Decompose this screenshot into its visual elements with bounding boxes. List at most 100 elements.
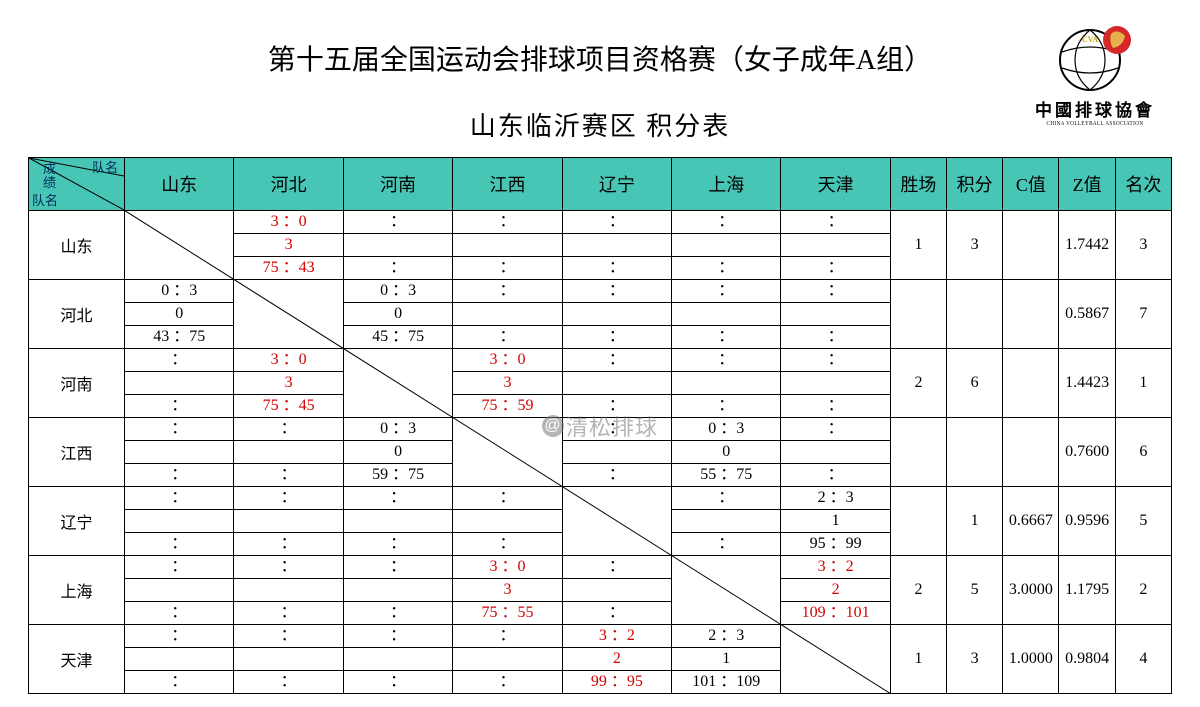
- stat-rank: 7: [1115, 280, 1171, 349]
- score-sets: 0 ：3: [125, 280, 234, 303]
- score-points: [672, 234, 781, 257]
- score-sets: 0 ：3: [672, 418, 781, 441]
- score-points: 2: [562, 648, 671, 671]
- stat-pts: 3: [947, 625, 1003, 694]
- score-points: [343, 510, 452, 533]
- score-points: [125, 510, 234, 533]
- score-points: [672, 510, 781, 533]
- stat-wins: [890, 487, 946, 556]
- score-sets: ：: [453, 280, 562, 303]
- score-smallpoints: ：: [781, 464, 890, 487]
- row-team-name: 河北: [29, 280, 125, 349]
- table-row: 辽宁：：：：：2 ：310.66670.95965: [29, 487, 1172, 510]
- stat-c: 0.6667: [1003, 487, 1059, 556]
- col-team-2: 河南: [343, 158, 452, 211]
- page-subtitle: 山东临沂赛区 积分表: [28, 106, 1172, 143]
- score-smallpoints: ：: [125, 602, 234, 625]
- score-points: [672, 303, 781, 326]
- score-sets: ：: [343, 211, 452, 234]
- row-team-name: 江西: [29, 418, 125, 487]
- score-points: [453, 648, 562, 671]
- score-points: [125, 441, 234, 464]
- stat-rank: 1: [1115, 349, 1171, 418]
- score-smallpoints: ：: [125, 395, 234, 418]
- score-smallpoints: ：: [343, 257, 452, 280]
- table-row: 河北0 ：30 ：3：：：：0.58677: [29, 280, 1172, 303]
- row-team-name: 河南: [29, 349, 125, 418]
- score-smallpoints: 101 ：109: [672, 671, 781, 694]
- stat-rank: 5: [1115, 487, 1171, 556]
- score-smallpoints: 99 ：95: [562, 671, 671, 694]
- stat-c: 1.0000: [1003, 625, 1059, 694]
- stat-z: 0.9804: [1059, 625, 1115, 694]
- stat-wins: [890, 418, 946, 487]
- score-sets: ：: [453, 487, 562, 510]
- score-points: 0: [125, 303, 234, 326]
- table-row: 河南：3 ：03 ：0：：：261.44231: [29, 349, 1172, 372]
- score-smallpoints: ：: [453, 533, 562, 556]
- score-points: [562, 579, 671, 602]
- stat-z: 1.4423: [1059, 349, 1115, 418]
- stat-pts: 5: [947, 556, 1003, 625]
- score-points: [781, 372, 890, 395]
- score-smallpoints: 59 ：75: [343, 464, 452, 487]
- stat-pts: [947, 418, 1003, 487]
- score-sets: ：: [562, 349, 671, 372]
- score-sets: ：: [343, 487, 452, 510]
- stat-c: [1003, 211, 1059, 280]
- score-points: [781, 303, 890, 326]
- score-sets: ：: [672, 211, 781, 234]
- col-rank: 名次: [1115, 158, 1171, 211]
- score-sets: 3 ：0: [453, 556, 562, 579]
- header-row: 队名 成 绩 队名 山东 河北 河南 江西 辽宁 上海 天津 胜场 积分 C值 …: [29, 158, 1172, 211]
- score-smallpoints: ：: [125, 671, 234, 694]
- score-smallpoints: ：: [343, 533, 452, 556]
- score-smallpoints: ：: [234, 602, 343, 625]
- row-team-name: 天津: [29, 625, 125, 694]
- score-smallpoints: ：: [343, 671, 452, 694]
- score-points: [234, 648, 343, 671]
- stat-rank: 4: [1115, 625, 1171, 694]
- self-cell: [781, 625, 890, 694]
- score-sets: ：: [562, 556, 671, 579]
- score-sets: ：: [343, 625, 452, 648]
- score-sets: ：: [125, 556, 234, 579]
- score-sets: ：: [781, 418, 890, 441]
- corner-label-bottom: 队名: [32, 190, 58, 209]
- stat-wins: 2: [890, 349, 946, 418]
- score-points: [562, 372, 671, 395]
- score-smallpoints: ：: [562, 257, 671, 280]
- row-team-name: 辽宁: [29, 487, 125, 556]
- score-sets: 3 ：0: [234, 349, 343, 372]
- corner-label-top: 队名: [92, 157, 118, 176]
- score-smallpoints: ：: [125, 464, 234, 487]
- score-sets: ：: [234, 487, 343, 510]
- score-sets: 3 ：2: [781, 556, 890, 579]
- score-points: 0: [343, 303, 452, 326]
- score-points: [672, 372, 781, 395]
- score-points: [562, 303, 671, 326]
- score-sets: ：: [343, 556, 452, 579]
- score-sets: ：: [453, 211, 562, 234]
- score-smallpoints: ：: [672, 533, 781, 556]
- score-sets: ：: [125, 418, 234, 441]
- score-sets: 2 ：3: [781, 487, 890, 510]
- score-smallpoints: ：: [453, 326, 562, 349]
- score-smallpoints: ：: [234, 671, 343, 694]
- stat-rank: 3: [1115, 211, 1171, 280]
- logo-text-cn: 中國排球協會: [1030, 96, 1160, 121]
- col-points: 积分: [947, 158, 1003, 211]
- stat-z: 0.5867: [1059, 280, 1115, 349]
- score-smallpoints: ：: [672, 257, 781, 280]
- row-team-name: 山东: [29, 211, 125, 280]
- score-smallpoints: ：: [562, 326, 671, 349]
- score-smallpoints: ：: [672, 326, 781, 349]
- score-points: 0: [343, 441, 452, 464]
- table-row: 天津：：：：3 ：22 ：3131.00000.98044: [29, 625, 1172, 648]
- col-team-4: 辽宁: [562, 158, 671, 211]
- score-smallpoints: ：: [125, 533, 234, 556]
- score-sets: ：: [781, 349, 890, 372]
- score-sets: ：: [453, 625, 562, 648]
- score-sets: 3 ：0: [234, 211, 343, 234]
- score-sets: ：: [672, 487, 781, 510]
